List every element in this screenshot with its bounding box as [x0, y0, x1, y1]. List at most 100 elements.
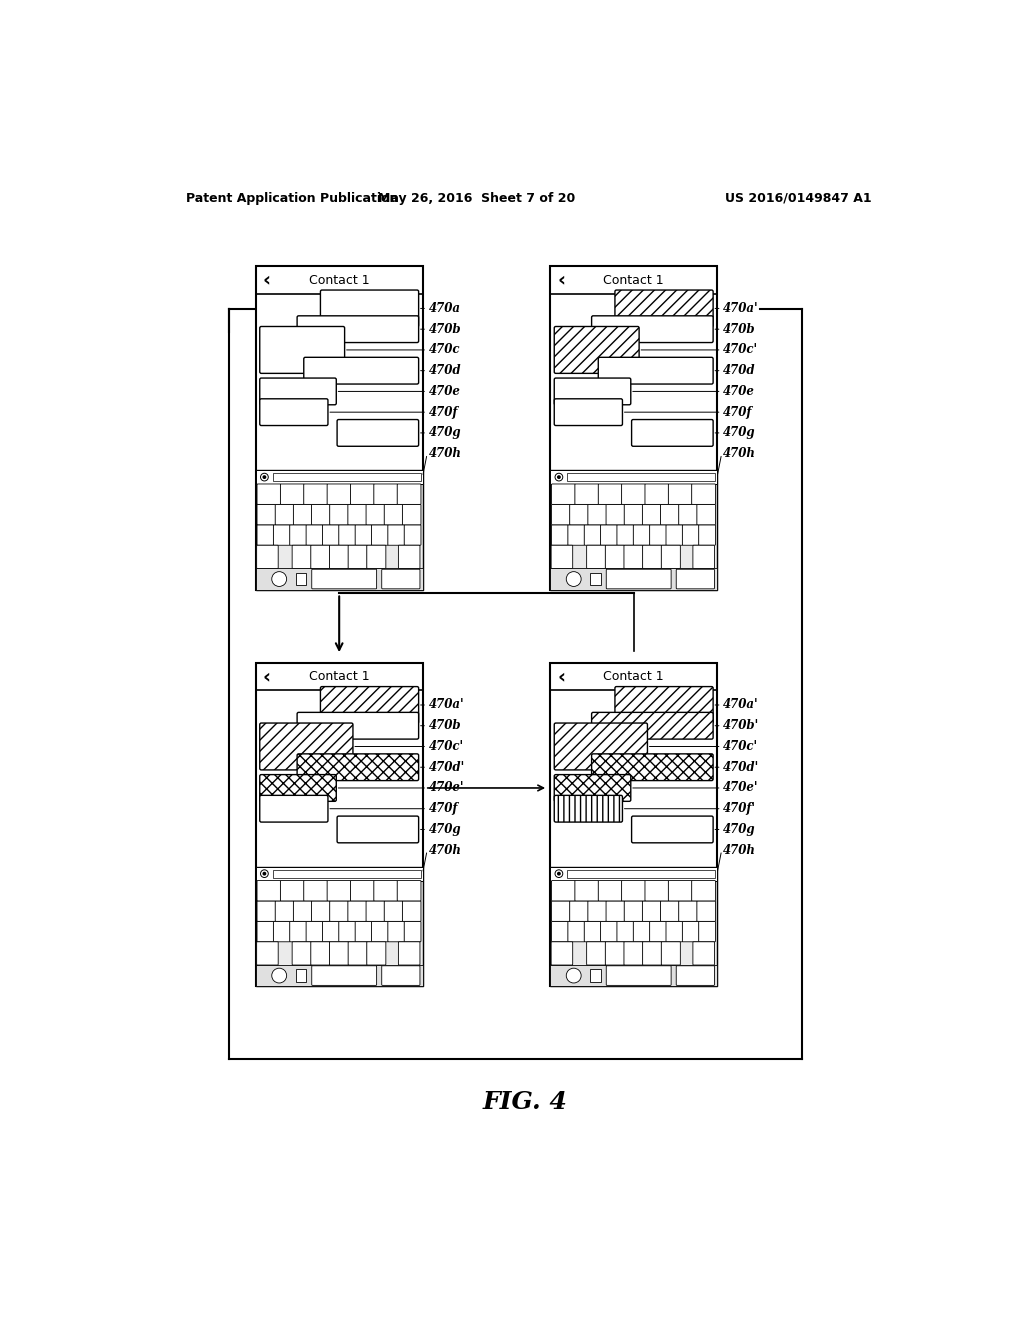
Circle shape [557, 475, 561, 479]
FancyBboxPatch shape [698, 921, 716, 941]
FancyBboxPatch shape [260, 378, 336, 405]
FancyBboxPatch shape [552, 484, 575, 504]
FancyBboxPatch shape [355, 525, 372, 545]
FancyBboxPatch shape [598, 484, 622, 504]
FancyBboxPatch shape [304, 484, 328, 504]
FancyBboxPatch shape [585, 921, 601, 941]
FancyBboxPatch shape [311, 569, 377, 589]
FancyBboxPatch shape [642, 504, 660, 525]
Text: ‹: ‹ [557, 667, 565, 686]
FancyBboxPatch shape [669, 484, 692, 504]
FancyBboxPatch shape [616, 525, 634, 545]
Bar [550, 663, 717, 986]
FancyBboxPatch shape [398, 941, 420, 965]
Text: 470a': 470a' [723, 302, 759, 315]
FancyBboxPatch shape [606, 966, 671, 985]
FancyBboxPatch shape [624, 545, 643, 569]
FancyBboxPatch shape [273, 525, 290, 545]
FancyBboxPatch shape [327, 880, 351, 902]
Text: 470d: 470d [429, 364, 462, 378]
FancyBboxPatch shape [633, 525, 650, 545]
FancyBboxPatch shape [382, 569, 420, 589]
FancyBboxPatch shape [682, 921, 699, 941]
FancyBboxPatch shape [330, 545, 348, 569]
Bar [591, 969, 601, 982]
Bar [296, 969, 306, 982]
FancyBboxPatch shape [348, 902, 367, 921]
FancyBboxPatch shape [693, 941, 715, 965]
FancyBboxPatch shape [257, 902, 275, 921]
FancyBboxPatch shape [382, 966, 420, 985]
Text: 470b': 470b' [723, 719, 760, 733]
Bar [273, 473, 421, 482]
FancyBboxPatch shape [372, 525, 388, 545]
FancyBboxPatch shape [311, 902, 330, 921]
FancyBboxPatch shape [304, 880, 328, 902]
Bar [256, 663, 423, 986]
FancyBboxPatch shape [551, 545, 572, 569]
FancyBboxPatch shape [388, 525, 404, 545]
FancyBboxPatch shape [339, 525, 355, 545]
FancyBboxPatch shape [260, 775, 336, 801]
Circle shape [260, 474, 268, 480]
FancyBboxPatch shape [398, 545, 420, 569]
FancyBboxPatch shape [397, 484, 421, 504]
FancyBboxPatch shape [348, 941, 368, 965]
FancyBboxPatch shape [275, 504, 294, 525]
Text: 470b: 470b [723, 322, 756, 335]
Text: ‹: ‹ [263, 271, 271, 289]
FancyBboxPatch shape [402, 504, 421, 525]
FancyBboxPatch shape [350, 880, 374, 902]
FancyBboxPatch shape [337, 816, 419, 843]
FancyBboxPatch shape [350, 484, 374, 504]
Text: 470c': 470c' [723, 741, 759, 752]
FancyBboxPatch shape [649, 525, 667, 545]
FancyBboxPatch shape [625, 504, 643, 525]
FancyBboxPatch shape [569, 504, 588, 525]
FancyBboxPatch shape [633, 921, 650, 941]
FancyBboxPatch shape [306, 525, 323, 545]
FancyBboxPatch shape [662, 941, 680, 965]
FancyBboxPatch shape [297, 754, 419, 780]
FancyBboxPatch shape [679, 902, 697, 921]
Text: May 26, 2016  Sheet 7 of 20: May 26, 2016 Sheet 7 of 20 [378, 191, 575, 205]
FancyBboxPatch shape [622, 484, 645, 504]
FancyBboxPatch shape [311, 941, 330, 965]
FancyBboxPatch shape [592, 754, 713, 780]
FancyBboxPatch shape [676, 569, 715, 589]
FancyBboxPatch shape [554, 796, 623, 822]
Text: 470g: 470g [429, 426, 462, 440]
FancyBboxPatch shape [402, 902, 421, 921]
Circle shape [566, 968, 582, 983]
Circle shape [566, 572, 582, 586]
FancyBboxPatch shape [554, 775, 631, 801]
FancyBboxPatch shape [662, 545, 680, 569]
FancyBboxPatch shape [588, 504, 606, 525]
Text: 470e: 470e [723, 385, 755, 397]
FancyBboxPatch shape [554, 723, 647, 770]
Bar [591, 573, 601, 585]
FancyBboxPatch shape [281, 484, 304, 504]
Bar [550, 867, 717, 880]
FancyBboxPatch shape [642, 902, 660, 921]
Text: 470f': 470f' [723, 803, 756, 816]
FancyBboxPatch shape [306, 921, 323, 941]
FancyBboxPatch shape [311, 504, 330, 525]
Text: 470f: 470f [429, 405, 458, 418]
Text: 470g: 470g [429, 822, 462, 836]
Text: FIG. 4: FIG. 4 [482, 1089, 567, 1114]
FancyBboxPatch shape [260, 723, 353, 770]
FancyBboxPatch shape [384, 902, 402, 921]
FancyBboxPatch shape [348, 504, 367, 525]
FancyBboxPatch shape [294, 902, 312, 921]
FancyBboxPatch shape [660, 504, 679, 525]
Text: 470g: 470g [723, 822, 756, 836]
FancyBboxPatch shape [574, 880, 599, 902]
FancyBboxPatch shape [321, 290, 419, 327]
Text: 470e: 470e [429, 385, 461, 397]
FancyBboxPatch shape [281, 880, 304, 902]
FancyBboxPatch shape [323, 921, 339, 941]
Text: 470f: 470f [429, 803, 458, 816]
Text: Contact 1: Contact 1 [603, 671, 664, 684]
FancyBboxPatch shape [632, 420, 713, 446]
